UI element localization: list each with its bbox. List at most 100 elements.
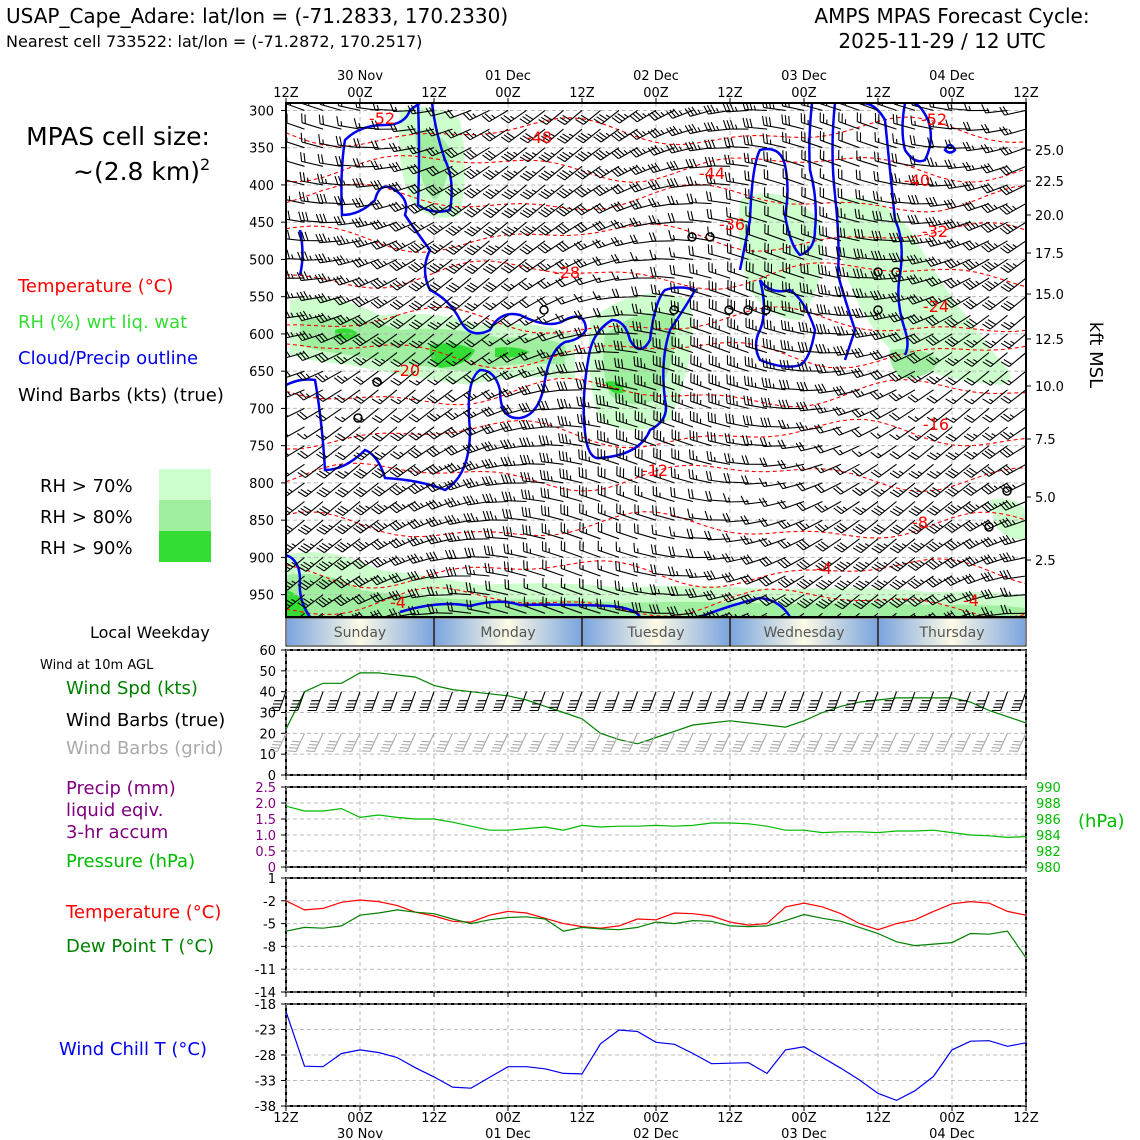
pressure-tick-label: 800	[249, 477, 274, 492]
wind-barb	[963, 482, 990, 496]
wind-barb	[648, 232, 675, 242]
wind-barb	[834, 594, 860, 610]
wind-barb	[556, 147, 583, 163]
wind-barb	[727, 279, 749, 298]
wind-barb	[297, 575, 324, 591]
wind-barb	[445, 240, 472, 255]
wind-barb-true	[326, 691, 343, 712]
wind-barb	[333, 352, 361, 365]
wind-barb	[963, 426, 990, 442]
wind-barb	[723, 452, 749, 465]
wind-barb	[925, 295, 953, 307]
wind-barb	[778, 399, 805, 410]
wind-barb	[611, 128, 638, 142]
wind-barb	[500, 296, 527, 310]
calm-marker	[761, 305, 771, 315]
wind-barb	[854, 208, 879, 223]
wind-barb-grid	[897, 733, 916, 753]
wind-barb	[837, 187, 860, 205]
wind-barb	[500, 456, 527, 467]
wind-barb	[704, 156, 731, 167]
wind-barb	[945, 445, 971, 461]
wind-barb-grid	[527, 733, 546, 753]
wind-barb	[943, 258, 971, 269]
time-tick-label-bottom: 00Z	[347, 1111, 373, 1126]
time-tick-label-bottom: 12Z	[569, 1111, 595, 1126]
wind-barb	[296, 426, 324, 440]
wind-barb	[906, 294, 934, 305]
wind-barb	[926, 482, 953, 498]
temp-label: -4	[390, 593, 406, 612]
wind-barb	[481, 475, 509, 486]
wind-barb	[286, 426, 305, 438]
wind-barb	[444, 147, 472, 159]
wind-barb	[522, 542, 546, 558]
wind-barb	[745, 206, 768, 223]
temp-dew-panel: 1 -2 -5 -8 -11 -14	[255, 872, 1027, 1001]
wind-barb	[727, 336, 749, 354]
wind-barb	[869, 310, 897, 321]
wind-barb	[874, 132, 897, 149]
wind-barb	[614, 580, 638, 596]
wind-barb	[851, 308, 879, 318]
wind-barb	[869, 329, 897, 341]
wind-barb	[742, 103, 768, 111]
wind-barb	[851, 347, 879, 359]
wind-barb	[389, 501, 416, 514]
wind-barb	[704, 530, 731, 541]
wind-barb	[464, 277, 490, 293]
wind-barb	[389, 463, 416, 478]
wind-barb	[351, 237, 379, 248]
wind-barb	[962, 180, 990, 192]
wind-barb	[616, 503, 638, 521]
wind-barb	[389, 296, 416, 310]
wind-barb	[464, 547, 490, 558]
wind-barb	[782, 168, 805, 186]
pressure-tick-label: 988	[1036, 797, 1061, 812]
wind-barb	[315, 253, 342, 264]
wind-barb	[832, 463, 860, 476]
wind-barb	[851, 445, 879, 458]
wind-barb	[832, 365, 860, 376]
wind-barb	[425, 551, 453, 562]
dew-label: Dew Point T (°C)	[66, 936, 214, 957]
wind-barb	[906, 254, 934, 265]
weekday-cell	[731, 619, 877, 645]
wind-barb	[869, 349, 897, 361]
wind-barb	[388, 555, 416, 566]
wind-barb	[597, 503, 620, 521]
wind-barb	[798, 302, 823, 316]
wind-barb	[518, 314, 546, 326]
wind-barb	[815, 575, 842, 591]
wind-barb	[389, 277, 416, 291]
wind-barb	[536, 314, 564, 325]
wind-barb	[573, 221, 601, 233]
wind-barb	[592, 307, 620, 318]
wind-barb	[597, 448, 620, 465]
wind-barb	[926, 519, 953, 534]
wind-barb	[538, 147, 564, 163]
time-tick-label-bottom: 12Z	[1013, 1111, 1039, 1126]
wind-barb	[777, 459, 805, 470]
wind-barb	[943, 592, 971, 604]
y-tick-label: 0.5	[255, 845, 276, 860]
temp-label: -24	[923, 297, 949, 316]
wind-barb	[708, 317, 731, 335]
wind-barb	[758, 477, 786, 488]
wind-barb	[574, 344, 601, 355]
wind-barb	[286, 538, 287, 540]
wind-barb	[425, 184, 453, 196]
wind-barb	[759, 457, 786, 467]
y-tick-label: 50	[259, 665, 276, 680]
wind-barb	[407, 501, 435, 512]
rh80-swatch	[159, 500, 211, 531]
wind-barb	[684, 106, 712, 117]
wind-barb	[801, 205, 823, 223]
wind-barb	[814, 482, 842, 494]
wind-barb	[407, 144, 435, 155]
wind-barb	[408, 389, 435, 405]
wind-barb-grid	[305, 733, 324, 753]
wind-barb	[578, 597, 601, 614]
wind-barb	[1000, 389, 1026, 404]
wind-barb	[962, 501, 990, 514]
